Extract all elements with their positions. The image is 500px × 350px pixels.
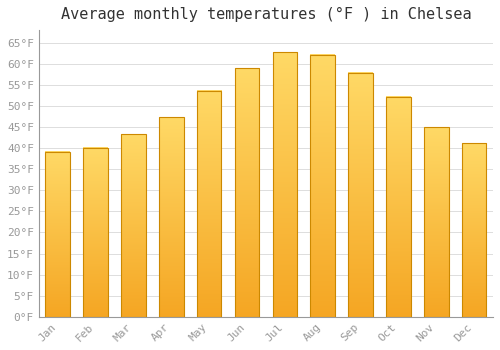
Bar (348, 73, 373, 317)
Bar (121, 134, 146, 317)
Bar (272, 52, 297, 317)
Bar (386, 97, 410, 317)
Title: Average monthly temperatures (°F ) in Chelsea: Average monthly temperatures (°F ) in Ch… (60, 7, 471, 22)
Bar (84, 148, 108, 317)
Bar (310, 55, 335, 317)
Bar (197, 91, 222, 317)
Bar (159, 117, 184, 317)
Bar (462, 143, 486, 317)
Bar (234, 68, 260, 317)
Bar (46, 152, 70, 317)
Bar (424, 127, 448, 317)
